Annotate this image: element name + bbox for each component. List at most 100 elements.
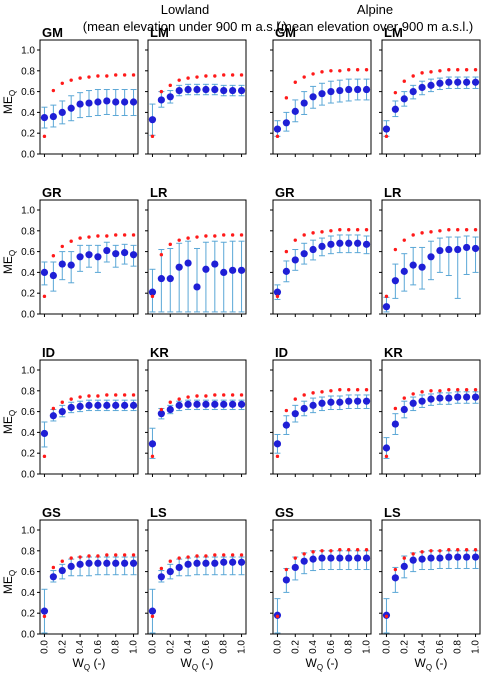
mean-point bbox=[336, 86, 344, 95]
mean-point bbox=[471, 78, 480, 86]
mean-point bbox=[273, 440, 282, 448]
panel-title: GR bbox=[42, 185, 62, 200]
y-axis-label: MEQ bbox=[1, 90, 17, 114]
mean-point bbox=[354, 554, 362, 562]
reference-point bbox=[150, 294, 155, 299]
x-tick-label: 1.0 bbox=[471, 640, 482, 654]
reference-point bbox=[177, 397, 181, 401]
mean-point bbox=[400, 267, 408, 275]
reference-point bbox=[186, 555, 190, 559]
reference-point bbox=[222, 73, 226, 77]
x-tick-label: 0.2 bbox=[165, 640, 176, 654]
y-tick-label: 0.8 bbox=[21, 66, 35, 77]
mean-point bbox=[382, 125, 391, 133]
reference-point bbox=[230, 393, 235, 397]
reference-point bbox=[186, 236, 190, 240]
reference-point bbox=[177, 238, 181, 242]
panel-lr-8: LR bbox=[379, 185, 481, 317]
reference-point bbox=[338, 69, 342, 73]
mean-point bbox=[103, 401, 111, 409]
x-tick-label: 1.0 bbox=[362, 640, 373, 654]
x-tick-label: 0.6 bbox=[326, 640, 337, 654]
reference-point bbox=[293, 238, 297, 242]
mean-point bbox=[445, 245, 453, 254]
mean-point bbox=[202, 400, 210, 408]
panel-gr-5: GR 0.0 0.2 0.4 0.6 0.8 1.0 MEQ bbox=[1, 185, 139, 321]
mean-point bbox=[193, 283, 201, 291]
x-tick-label: 0.4 bbox=[183, 640, 194, 654]
x-tick-label: 0.8 bbox=[219, 640, 230, 654]
mean-point bbox=[148, 288, 157, 296]
x-axis-label-unit: (-) bbox=[90, 656, 105, 670]
reference-point bbox=[230, 233, 235, 237]
mean-point bbox=[409, 399, 417, 407]
reference-point bbox=[320, 549, 324, 553]
reference-point bbox=[402, 79, 406, 83]
x-axis-label: WQ (-) bbox=[181, 656, 214, 672]
reference-point bbox=[464, 548, 469, 552]
reference-point bbox=[473, 68, 478, 72]
panel-title: GS bbox=[275, 505, 294, 520]
x-tick-label: 1.0 bbox=[129, 640, 140, 654]
mean-point bbox=[454, 553, 462, 561]
group-subtitle-alpine: (mean elevation over 900 m a.s.l.) bbox=[277, 19, 474, 34]
y-tick-label: 0.2 bbox=[21, 609, 35, 620]
reference-point bbox=[384, 134, 389, 139]
y-tick-label: 0.6 bbox=[21, 567, 35, 578]
mean-point bbox=[463, 553, 471, 561]
panel-title: GM bbox=[275, 25, 296, 40]
reference-point bbox=[464, 228, 469, 232]
y-tick-label: 0.2 bbox=[21, 449, 35, 460]
x-tick-label: 0.4 bbox=[308, 640, 319, 654]
mean-point bbox=[273, 125, 282, 133]
mean-point bbox=[184, 400, 192, 408]
reference-point bbox=[51, 254, 56, 258]
reference-point bbox=[239, 553, 244, 557]
reference-point bbox=[78, 395, 82, 399]
mean-point bbox=[175, 401, 183, 409]
mean-point bbox=[58, 408, 66, 416]
mean-point bbox=[318, 242, 326, 250]
reference-point bbox=[329, 389, 333, 393]
panel-lm-2: LM bbox=[145, 25, 247, 157]
reference-point bbox=[159, 566, 164, 571]
reference-point bbox=[87, 235, 91, 239]
mean-point bbox=[175, 86, 183, 95]
mean-point bbox=[336, 398, 344, 406]
mean-point bbox=[148, 607, 157, 615]
mean-point bbox=[94, 253, 102, 261]
reference-point bbox=[87, 75, 91, 79]
reference-point bbox=[311, 231, 315, 235]
reference-point bbox=[364, 228, 369, 232]
reference-point bbox=[213, 234, 217, 238]
mean-point bbox=[336, 554, 344, 562]
mean-point bbox=[309, 245, 317, 254]
mean-point bbox=[85, 251, 93, 259]
mean-point bbox=[471, 553, 480, 561]
mean-point bbox=[418, 83, 426, 92]
reference-point bbox=[320, 70, 324, 74]
panel-id-11: ID bbox=[270, 345, 372, 477]
mean-point bbox=[391, 105, 399, 113]
reference-point bbox=[411, 392, 415, 396]
mean-point bbox=[300, 557, 308, 565]
reference-point bbox=[159, 89, 164, 94]
reference-point bbox=[393, 567, 398, 572]
mean-point bbox=[211, 559, 219, 567]
mean-point bbox=[418, 555, 426, 563]
mean-point bbox=[409, 261, 417, 269]
group-subtitle-lowland: (mean elevation under 900 m a.s.l.) bbox=[83, 19, 288, 34]
reference-point bbox=[302, 75, 306, 79]
reference-point bbox=[464, 68, 469, 72]
mean-point bbox=[85, 559, 93, 567]
mean-point bbox=[436, 79, 444, 87]
reference-point bbox=[311, 391, 315, 395]
panel-title: LM bbox=[150, 25, 169, 40]
reference-point bbox=[131, 553, 136, 557]
x-tick-label: 1.0 bbox=[237, 640, 248, 654]
mean-point bbox=[282, 421, 290, 429]
mean-point bbox=[418, 397, 426, 405]
mean-point bbox=[40, 429, 49, 438]
reference-point bbox=[69, 556, 73, 560]
panel-frame bbox=[381, 199, 481, 315]
